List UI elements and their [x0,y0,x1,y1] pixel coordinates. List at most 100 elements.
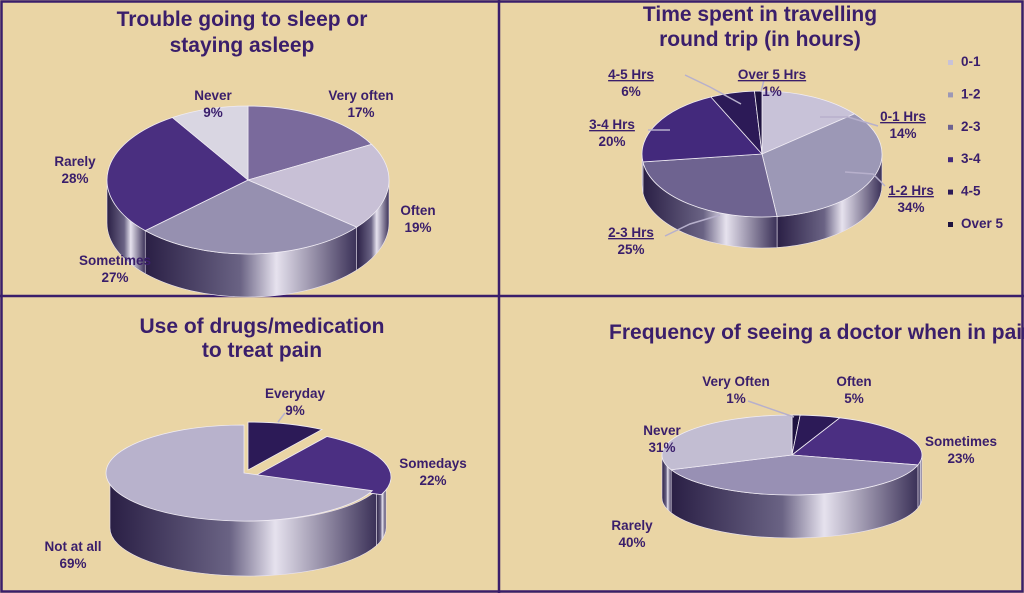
legend-item-over-5: Over 5 [961,216,1004,231]
label-leader-line [844,171,886,187]
data-label-value: 27% [101,270,128,285]
data-label-very-often: Very often 17% [328,88,393,120]
data-label-3-4-hrs: 3-4 Hrs 20% [589,117,635,149]
data-label-sometimes: Sometimes 27% [79,253,151,285]
data-label-value: 23% [947,451,974,466]
data-label-never: Never 9% [194,88,232,120]
data-label-category: Over 5 Hrs [738,67,806,82]
data-label-value: 9% [285,403,305,418]
label-leader-line [760,79,765,93]
data-label-value: 19% [404,220,431,235]
chart-title: Trouble going to sleep or staying asleep [117,8,368,57]
pie-slice-very-often [247,105,373,181]
data-label-value: 31% [648,440,675,455]
data-label-category: Rarely [611,518,653,533]
data-label-value: 1% [726,391,746,406]
legend-item-4-5: 4-5 [961,184,981,199]
label-leader-line [747,400,795,418]
chart-title: Use of drugs/medication to treat pain [139,315,384,362]
data-label-sometimes: Sometimes 23% [925,434,997,466]
data-label-0-1-hrs: 0-1 Hrs 14% [880,109,926,141]
data-label-category: Not at all [44,539,101,554]
pie-slice-2-3-hrs [642,153,778,218]
data-label-value: 25% [617,242,644,257]
pie-slice-0-1-hrs [761,90,856,155]
data-label-never: Never 31% [643,423,681,455]
chart-title-line: staying asleep [170,34,315,57]
pie-slice-3-4-hrs [641,96,763,163]
data-label-category: Somedays [399,456,467,471]
legend-item-1-2: 1-2 [961,86,981,101]
legend-item-0-1: 0-1 [961,54,981,69]
data-label-category: Everyday [265,386,326,401]
label-leader-line [664,214,721,237]
chart-title-line: Time spent in travelling [643,3,877,26]
data-label-very-often: Very Often 1% [702,374,770,406]
data-label-value: 5% [844,391,864,406]
pie-slice-1-2-hrs [761,113,883,217]
chart-title: Frequency of seeing a doctor when in pai… [609,321,1024,344]
legend-swatch-2-3 [948,124,953,130]
legend-item-2-3: 2-3 [961,119,981,134]
chart-legend: 0-1 1-2 2-3 3-4 4-5 Over 5 [948,54,1004,231]
pie-slice-not-at-all [105,424,374,522]
data-label-category: Often [836,374,871,389]
data-label-value: 69% [59,556,86,571]
data-label-often: Often 5% [836,374,871,406]
legend-swatch-4-5 [948,189,953,195]
pie-slice-sometimes [790,417,923,466]
chart-title-line: to treat pain [202,339,322,362]
pie-side-walls [661,454,923,539]
data-label-value: 14% [889,126,916,141]
data-label-category: Rarely [54,154,96,169]
legend-swatch-1-2 [948,92,953,98]
label-leader-line [277,412,286,423]
data-label-value: 28% [61,171,88,186]
data-label-value: 9% [203,105,223,120]
data-label-category: Never [194,88,232,103]
chart-travel-time: Time spent in travelling round trip (in h… [589,3,1003,257]
chart-title: Time spent in travelling round trip (in h… [643,3,877,51]
data-label-category: Very often [328,88,393,103]
data-label-2-3-hrs: 2-3 Hrs 25% [608,225,654,257]
data-label-value: 20% [598,134,625,149]
data-label-value: 6% [621,84,641,99]
data-label-1-2-hrs: 1-2 Hrs 34% [888,183,934,215]
chart-doctor-frequency: Frequency of seeing a doctor when in pai… [609,321,1024,550]
data-label-category: Never [643,423,681,438]
data-label-category: Often [400,203,435,218]
pie-slice-often [246,143,390,228]
data-label-4-5-hrs: 4-5 Hrs 6% [608,67,654,99]
data-label-category: Sometimes [79,253,151,268]
pie-slice-rarely [106,117,249,232]
legend-item-3-4: 3-4 [961,151,981,166]
data-label-category: Sometimes [925,434,997,449]
chart-title-line: Use of drugs/medication [139,315,384,338]
pie-slice-everyday [247,421,324,471]
data-label-not-at-all: Not at all 69% [44,539,101,571]
legend-swatch-3-4 [948,157,953,163]
legend-swatch-0-1 [948,60,953,65]
label-leader-line [820,116,879,127]
chart-title-line: Frequency of seeing a doctor when in pai… [609,321,1024,344]
data-label-category: 2-3 Hrs [608,225,654,240]
pie-slice-never [661,414,793,471]
legend-swatch-over-5 [948,222,953,227]
chart-title-line: round trip (in hours) [659,28,861,51]
data-label-category: 1-2 Hrs [888,183,934,198]
data-label-value: 22% [419,473,446,488]
label-leader-line [684,74,742,105]
data-label-category: 0-1 Hrs [880,109,926,124]
data-label-value: 17% [347,105,374,120]
data-label-somedays: Somedays 22% [399,456,467,488]
data-label-value: 34% [897,200,924,215]
data-label-often: Often 19% [400,203,435,235]
pie-slice-rarely [670,454,919,496]
data-label-value: 1% [762,84,782,99]
data-label-category: Very Often [702,374,770,389]
data-label-over-5-hrs: Over 5 Hrs 1% [738,67,806,99]
pie-slice-never [171,105,249,181]
data-label-everyday: Everyday 9% [265,386,326,418]
